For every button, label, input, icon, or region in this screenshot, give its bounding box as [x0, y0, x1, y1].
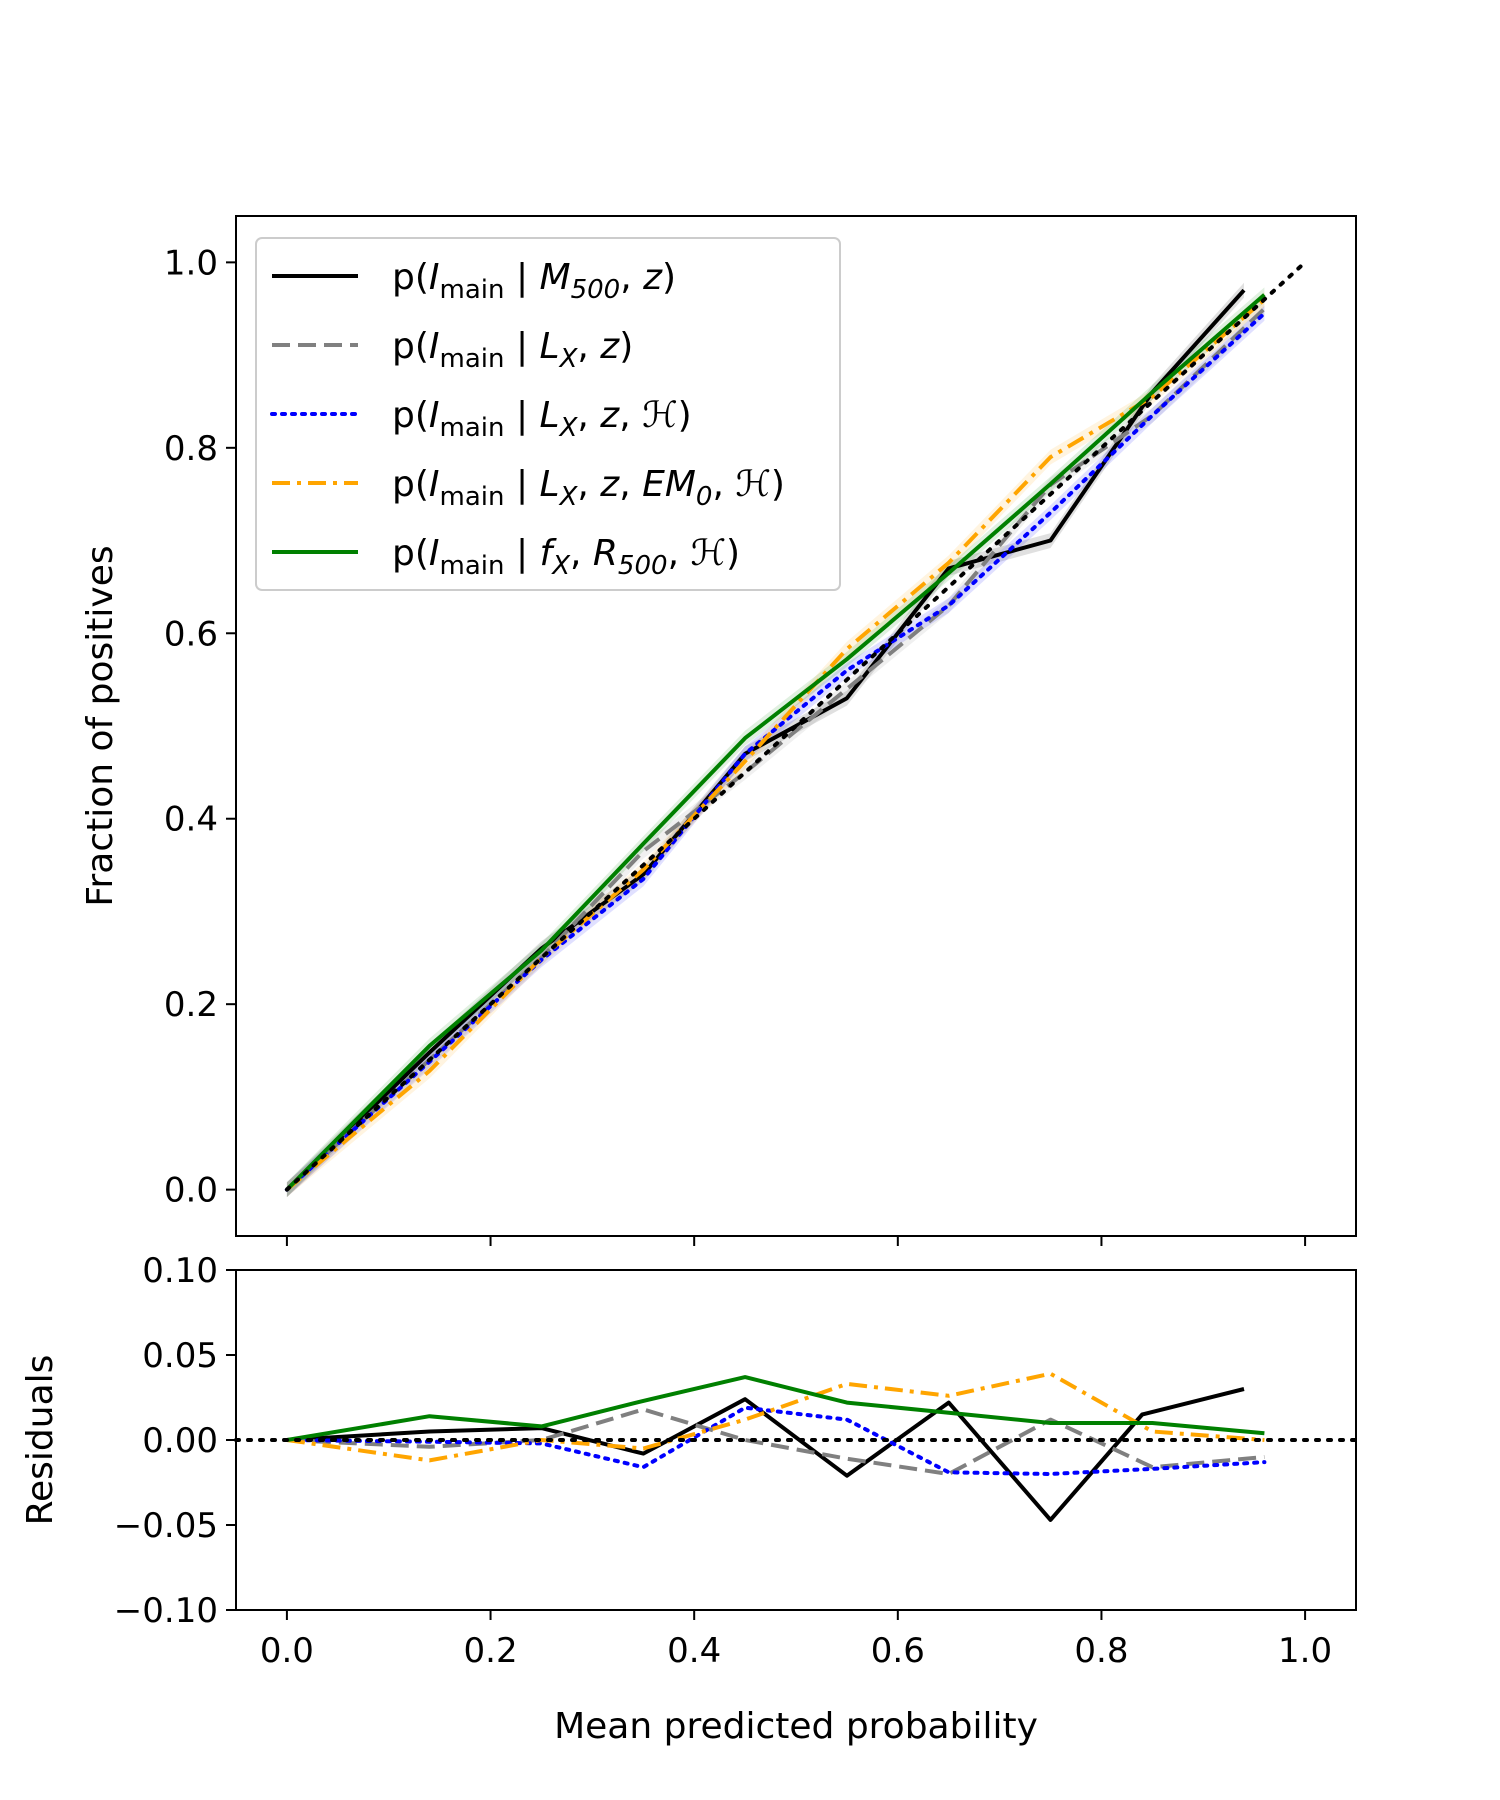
calibration-y-tick-label: 0.0 — [164, 1171, 218, 1211]
x-tick-label: 0.2 — [464, 1631, 518, 1671]
calibration-series-fx — [285, 293, 1266, 1192]
calibration-y-tick-label: 0.8 — [164, 429, 218, 469]
calibration-axes-frame — [235, 215, 1357, 1237]
calibration-panel: 0.0 0.2 0.4 0.6 0.8 1.0 Fraction of positives… — [80, 215, 1357, 1246]
legend-frame — [255, 237, 841, 591]
residuals-x-ticks: 0.0 0.2 0.4 0.6 0.8 1.0 — [260, 1610, 1332, 1671]
legend-item-fx: p(Imain | fX, R500, ℋ) — [272, 533, 740, 581]
residuals-y-tick-label: 0.10 — [142, 1251, 218, 1291]
legend: p(Imain | M500, z) p(Imain | LX, z) p(Imai… — [255, 237, 841, 591]
calibration-y-tick-label: 0.6 — [164, 614, 218, 654]
residuals-y-tick-label: 0.05 — [142, 1336, 218, 1376]
calibration-y-tick-label: 0.4 — [164, 800, 218, 840]
calibration-series-em — [285, 297, 1266, 1192]
residuals-series-m500 — [286, 1387, 1245, 1522]
legend-item-lxh: p(Imain | LX, z, ℋ) — [270, 395, 692, 443]
calibration-band-fx — [286, 287, 1265, 1198]
x-tick-label: 0.4 — [667, 1631, 721, 1671]
x-tick-label: 0.6 — [871, 1631, 925, 1671]
residuals-y-tick-label: 0.00 — [142, 1421, 218, 1461]
residuals-y-ticks: 0.10 0.05 0.00 −0.05 −0.10 — [114, 1251, 236, 1631]
residuals-plot-area — [234, 1371, 1358, 1522]
legend-item-lx: p(Imain | LX, z) — [272, 326, 633, 374]
legend-label-m500: p(Imain | M500, z) — [392, 257, 676, 305]
residuals-panel: 0.0 0.2 0.4 0.6 0.8 1.0 0.10 0.05 0.00 −0.05 −0.1… — [20, 1251, 1358, 1747]
residuals-y-tick-label: −0.05 — [114, 1506, 218, 1546]
x-tick-label: 0.8 — [1074, 1631, 1128, 1671]
x-axis-label: Mean predicted probability — [554, 1706, 1038, 1747]
legend-item-m500: p(Imain | M500, z) — [272, 257, 676, 305]
calibration-x-ticks — [285, 1236, 1307, 1246]
calibration-y-ticks: 0.0 0.2 0.4 0.6 0.8 1.0 — [164, 243, 236, 1211]
legend-label-lx: p(Imain | LX, z) — [392, 326, 633, 374]
calibration-band-lxh — [286, 305, 1265, 1198]
residuals-series-fx — [286, 1375, 1265, 1442]
legend-label-lxh: p(Imain | LX, z, ℋ) — [392, 395, 692, 443]
residuals-y-tick-label: −0.10 — [114, 1591, 218, 1631]
legend-label-em: p(Imain | LX, z, EM0, ℋ) — [392, 464, 785, 512]
residuals-series-em — [286, 1371, 1265, 1463]
x-tick-label: 1.0 — [1278, 1631, 1332, 1671]
x-tick-label: 0.0 — [260, 1631, 314, 1671]
calibration-plot-area — [284, 260, 1308, 1198]
calibration-y-tick-label: 1.0 — [164, 243, 218, 283]
calibration-series-lxh — [284, 311, 1267, 1192]
calibration-reference-line — [284, 260, 1308, 1192]
calibration-y-axis-label: Fraction of positives — [80, 545, 121, 906]
residuals-y-axis-label: Residuals — [20, 1355, 61, 1526]
legend-items: p(Imain | M500, z) p(Imain | LX, z) p(Imai… — [270, 257, 785, 581]
calibration-y-tick-label: 0.2 — [164, 985, 218, 1025]
legend-label-fx: p(Imain | fX, R500, ℋ) — [392, 533, 740, 581]
legend-item-em: p(Imain | LX, z, EM0, ℋ) — [272, 464, 785, 512]
residuals-series-lxh — [284, 1405, 1267, 1476]
